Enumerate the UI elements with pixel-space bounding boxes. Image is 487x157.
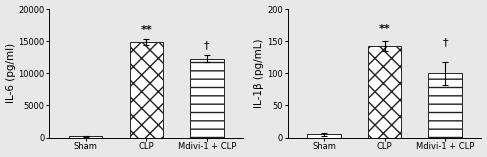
Text: †: † bbox=[204, 40, 209, 50]
Bar bbox=[190, 59, 224, 138]
Text: †: † bbox=[442, 38, 448, 48]
Y-axis label: IL-1β (pg/mL): IL-1β (pg/mL) bbox=[254, 39, 264, 108]
Bar bbox=[368, 46, 401, 138]
Bar bbox=[130, 42, 163, 138]
Bar bbox=[69, 136, 102, 138]
Text: **: ** bbox=[140, 25, 152, 35]
Bar bbox=[429, 73, 462, 138]
Bar bbox=[307, 134, 341, 138]
Y-axis label: IL-6 (pg/ml): IL-6 (pg/ml) bbox=[5, 43, 16, 103]
Text: **: ** bbox=[379, 24, 391, 34]
